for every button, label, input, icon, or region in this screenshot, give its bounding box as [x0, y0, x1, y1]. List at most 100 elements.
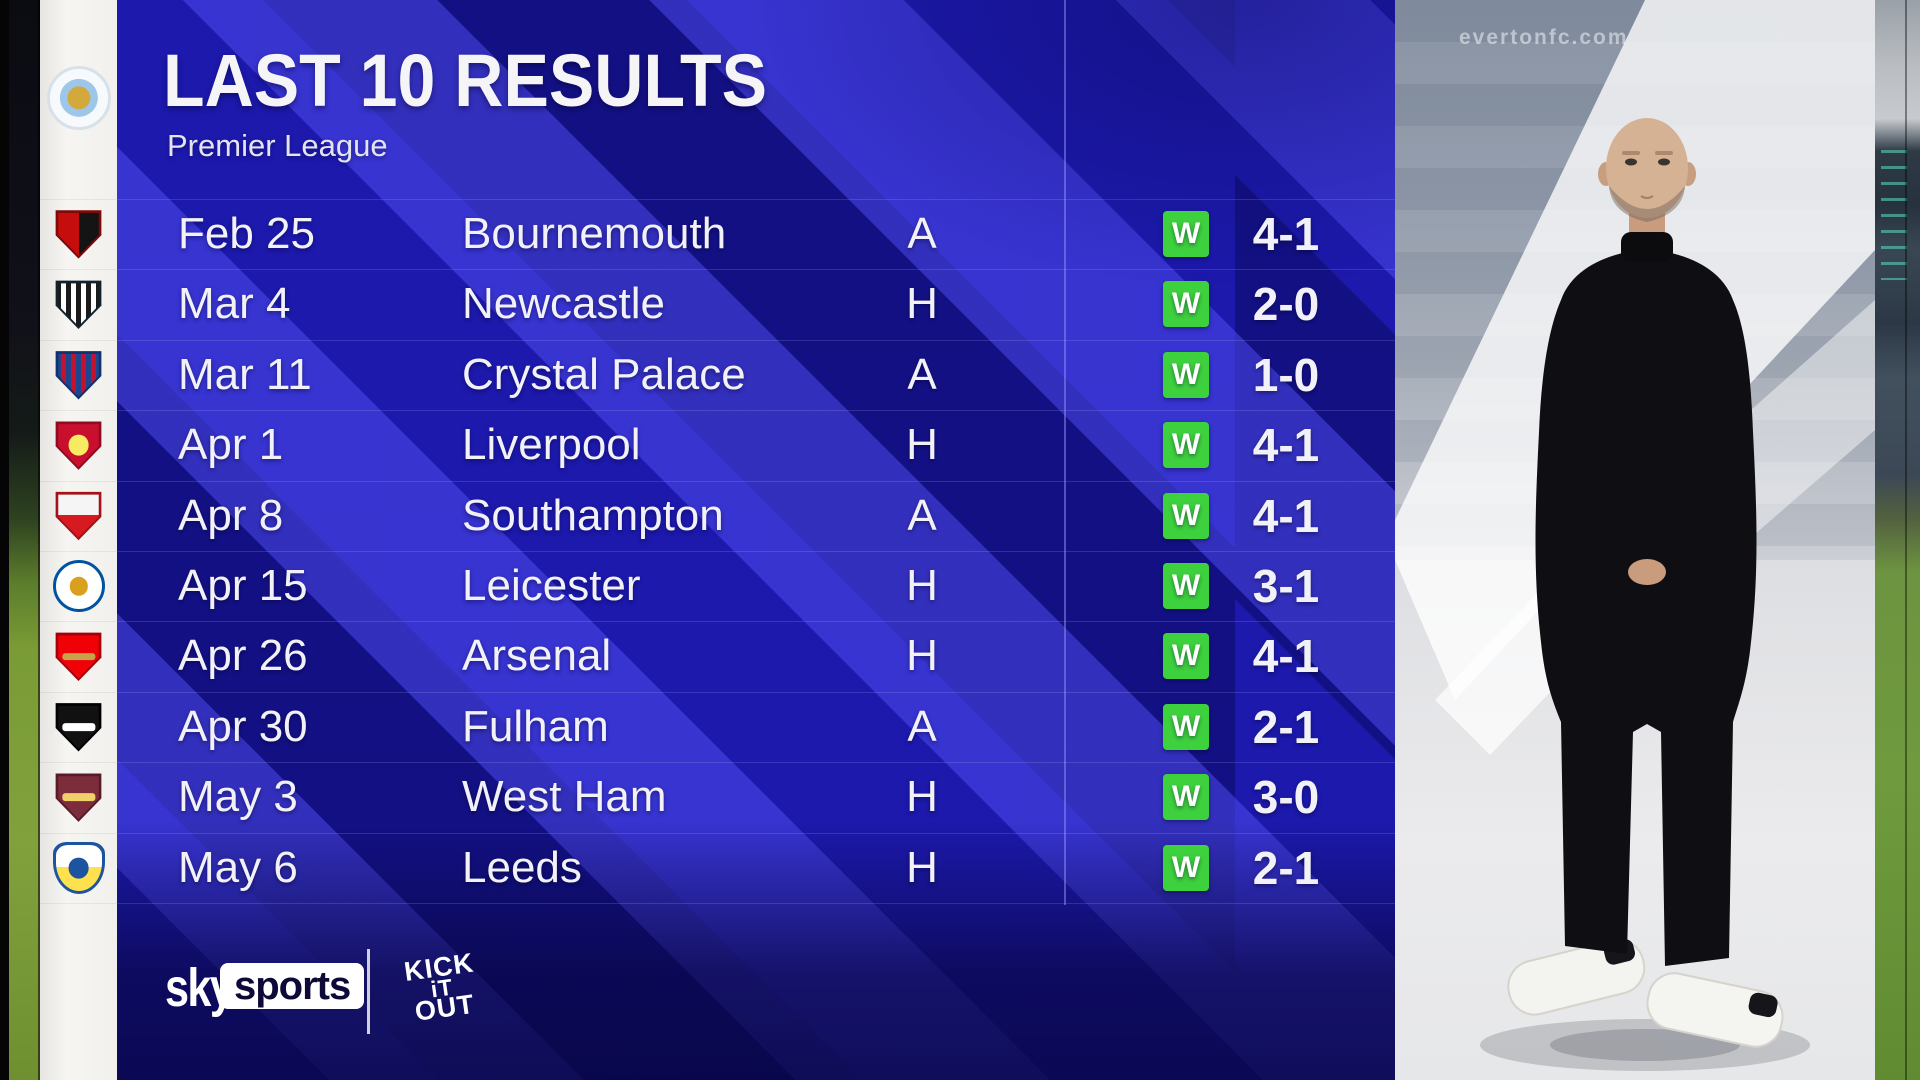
badge-cell-divider [40, 832, 117, 834]
match-score: 3-0 [1252, 771, 1320, 824]
badge-fill [58, 353, 99, 397]
badge-fill [58, 213, 99, 256]
broadcast-left-edge [0, 0, 40, 1080]
result-row: Apr 15 Leicester H W 3-1 [117, 551, 1395, 621]
win-badge: W [1163, 211, 1209, 257]
page-title: LAST 10 RESULTS [163, 39, 767, 122]
opponent-name: Crystal Palace [462, 349, 746, 399]
badge-cell-divider [40, 903, 117, 904]
match-score: 3-1 [1252, 560, 1320, 612]
sky-sports-logo: sports [220, 963, 365, 1009]
row-divider [117, 480, 1395, 482]
opponent-name: Bournemouth [462, 209, 727, 258]
home-away-indicator: H [906, 842, 938, 892]
badge-cell-divider [40, 480, 117, 482]
badge-cell-divider [40, 410, 117, 412]
match-date: Apr 1 [178, 420, 284, 470]
opponent-name: Arsenal [462, 631, 612, 681]
match-date: Feb 25 [178, 209, 315, 258]
kick-it-out-logo: KICK iT OUT [389, 935, 495, 1041]
badge-emblem [69, 576, 88, 596]
badge-emblem [61, 793, 96, 802]
club-badge-column [40, 0, 118, 1080]
home-away-indicator: A [907, 701, 937, 751]
divider [1905, 0, 1907, 1080]
row-divider [117, 410, 1395, 412]
badge-cell-divider [40, 691, 117, 693]
result-row: May 6 Leeds H W 2-1 [117, 833, 1395, 903]
opponent-name: Fulham [462, 701, 609, 751]
badge-cell-divider [40, 762, 117, 764]
divider [38, 0, 40, 1080]
opponent-name: Newcastle [462, 279, 665, 329]
result-row: Apr 1 Liverpool H W 4-1 [117, 410, 1395, 480]
screen-edge [0, 0, 9, 1080]
footer: sky sports KICK iT OUT [117, 935, 677, 1055]
results-table: Feb 25 Bournemouth A W 4-1 Mar 4 Newcast… [117, 199, 1395, 905]
match-score: 4-1 [1252, 419, 1320, 472]
opponent-name: Leicester [462, 561, 641, 610]
badge-manchester-city [46, 66, 111, 130]
opponent-name: Liverpool [462, 420, 641, 470]
home-away-indicator: H [906, 279, 938, 329]
page-subtitle: Premier League [167, 128, 388, 163]
match-score: 4-1 [1252, 630, 1320, 683]
badge-fill [58, 494, 99, 538]
badge-fill [58, 283, 99, 327]
badge-newcastle [55, 280, 102, 330]
column-divider [1064, 0, 1066, 905]
badge-fulham [55, 703, 102, 752]
result-row: Feb 25 Bournemouth A W 4-1 [117, 199, 1395, 269]
match-score: 2-1 [1252, 841, 1320, 894]
row-divider [117, 269, 1395, 271]
match-score: 4-1 [1252, 208, 1320, 260]
badge-emblem [68, 434, 89, 456]
badge-liverpool [55, 421, 102, 470]
badge-west-ham [55, 773, 102, 822]
broadcast-right-edge [1875, 0, 1920, 1080]
match-date: Apr 26 [178, 631, 308, 681]
badge-cell-divider [40, 269, 117, 271]
kick-it-out-text: OUT [413, 989, 477, 1028]
result-row: Apr 26 Arsenal H W 4-1 [117, 621, 1395, 691]
result-row: Apr 8 Southampton A W 4-1 [117, 481, 1395, 551]
opponent-name: West Ham [462, 772, 667, 822]
opponent-name: Southampton [462, 490, 724, 540]
match-date: Apr 8 [178, 490, 284, 540]
badge-cell-divider [40, 339, 117, 341]
win-badge: W [1163, 703, 1209, 750]
win-badge: W [1163, 281, 1209, 328]
manager-photo-panel: evertonfc.com [1395, 0, 1875, 1080]
badge-southampton [55, 491, 102, 541]
footer-divider [367, 949, 370, 1034]
match-date: Apr 30 [178, 701, 308, 751]
result-row: Mar 11 Crystal Palace A W 1-0 [117, 340, 1395, 410]
win-badge: W [1163, 492, 1209, 539]
row-divider [117, 621, 1395, 623]
stadium-watermark: evertonfc.com [1459, 26, 1629, 49]
match-score: 1-0 [1252, 348, 1320, 401]
match-date: May 6 [178, 842, 298, 892]
match-date: Apr 15 [178, 561, 308, 610]
home-away-indicator: A [907, 349, 937, 399]
row-divider [117, 691, 1395, 693]
win-badge: W [1163, 422, 1209, 469]
badge-emblem [66, 86, 91, 110]
badge-emblem [61, 723, 96, 731]
home-away-indicator: H [906, 420, 938, 470]
row-divider [117, 832, 1395, 834]
result-row: May 3 West Ham H W 3-0 [117, 762, 1395, 832]
badge-arsenal [55, 632, 102, 682]
row-divider [117, 903, 1395, 904]
badge-cell-divider [40, 621, 117, 623]
win-badge: W [1163, 774, 1209, 821]
right-shoe [1646, 972, 1784, 1048]
home-away-indicator: H [906, 631, 938, 681]
home-away-indicator: A [907, 209, 937, 258]
manager-photo [1480, 118, 1810, 1071]
home-away-indicator: H [906, 561, 938, 610]
body-silhouette [1535, 236, 1757, 966]
win-badge: W [1163, 563, 1209, 609]
match-date: May 3 [178, 772, 298, 822]
match-date: Mar 11 [178, 349, 312, 399]
